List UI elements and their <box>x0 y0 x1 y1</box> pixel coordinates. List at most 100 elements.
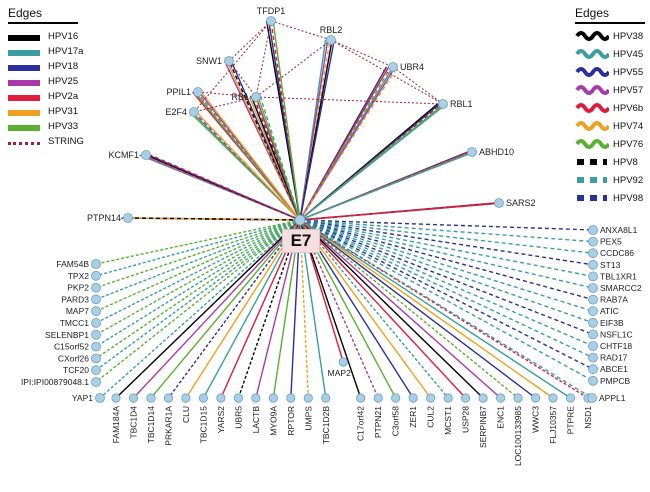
node-dot[interactable] <box>91 318 101 328</box>
node-dot[interactable] <box>189 107 199 117</box>
node-dot[interactable] <box>548 393 558 403</box>
node-dot[interactable] <box>111 393 121 403</box>
node-tpx2[interactable]: TPX2 <box>68 271 101 281</box>
node-abhd10[interactable]: ABHD10 <box>467 147 515 157</box>
node-dot[interactable] <box>321 393 331 403</box>
node-nsfl1c[interactable]: NSFL1C <box>588 329 633 340</box>
node-dot[interactable] <box>181 393 191 403</box>
node-dot[interactable] <box>588 259 598 270</box>
node-c17orf42[interactable]: C17orf42 <box>356 393 366 441</box>
node-dot[interactable] <box>224 56 234 66</box>
node-dot[interactable] <box>91 270 101 281</box>
node-tbc1d14[interactable]: TBC1D14 <box>146 393 156 444</box>
node-dot[interactable] <box>438 99 448 109</box>
node-dot[interactable] <box>95 393 105 403</box>
node-tbl1xr1[interactable]: TBL1XR1 <box>588 271 638 281</box>
node-dot[interactable] <box>588 329 598 340</box>
node-myo9a[interactable]: MYO9A <box>268 393 278 436</box>
node-dot[interactable] <box>251 92 261 102</box>
node-mcst1[interactable]: MCST1 <box>443 393 453 435</box>
hub-node-e7[interactable]: E7 <box>282 229 320 253</box>
node-dot[interactable] <box>588 294 598 305</box>
node-tbc1d4[interactable]: TBC1D4 <box>128 393 138 439</box>
node-selenbp1[interactable]: SELENBP1 <box>45 329 101 340</box>
node-fam54b[interactable]: FAM54B <box>56 259 101 269</box>
node-abce1[interactable]: ABCE1 <box>588 364 629 375</box>
node-dot[interactable] <box>373 393 383 403</box>
node-lactb[interactable]: LACTB <box>251 393 261 434</box>
node-dot[interactable] <box>565 393 576 403</box>
node-ptpre[interactable]: PTPRE <box>565 393 576 435</box>
node-dot[interactable] <box>91 329 101 340</box>
node-dot[interactable] <box>588 341 598 351</box>
node-flj10357[interactable]: FLJ10357 <box>548 393 558 444</box>
node-map2[interactable]: MAP2 <box>328 357 351 378</box>
node-dot[interactable] <box>588 248 598 259</box>
node-snw1[interactable]: SNW1 <box>196 56 234 66</box>
node-usp28[interactable]: USP28 <box>461 393 471 433</box>
node-dot[interactable] <box>123 213 133 223</box>
node-ubr5[interactable]: UBR5 <box>233 393 243 429</box>
node-appl1[interactable]: APPL1 <box>587 393 626 403</box>
node-tmcc1[interactable]: TMCC1 <box>60 318 101 328</box>
node-tcf20[interactable]: TCF20 <box>63 365 101 376</box>
node-tbc1d2b[interactable]: TBC1D2B <box>321 393 331 444</box>
node-dot[interactable] <box>356 393 366 403</box>
node-serpinb7[interactable]: SERPINB7 <box>478 393 488 448</box>
node-dot[interactable] <box>303 393 313 403</box>
node-dot[interactable] <box>391 393 401 403</box>
node-ubr4[interactable]: UBR4 <box>388 62 425 72</box>
node-dot[interactable] <box>91 341 101 352</box>
node-c3orf58[interactable]: C3orf58 <box>391 393 401 436</box>
node-dot[interactable] <box>233 393 243 403</box>
node-dot[interactable] <box>478 393 488 403</box>
node-dot[interactable] <box>216 393 226 403</box>
node-dot[interactable] <box>588 306 598 317</box>
node-yars2[interactable]: YARS2 <box>216 393 226 433</box>
node-wwc3[interactable]: WWC3 <box>530 393 541 433</box>
node-ipi-ipi00879048-1[interactable]: IPI:IPI00879048.1 <box>21 377 101 387</box>
node-dot[interactable] <box>588 317 598 328</box>
node-pex5[interactable]: PEX5 <box>588 237 623 247</box>
node-dot[interactable] <box>91 365 101 376</box>
node-atic[interactable]: ATIC <box>588 306 619 317</box>
node-c15orf52[interactable]: C15orf52 <box>54 341 101 352</box>
node-dot[interactable] <box>443 393 453 403</box>
node-dot[interactable] <box>268 393 278 403</box>
node-ptpn21[interactable]: PTPN21 <box>373 393 383 438</box>
node-dot[interactable] <box>467 147 477 157</box>
hub-dot[interactable] <box>294 214 306 226</box>
node-enc1[interactable]: ENC1 <box>495 393 506 429</box>
node-dot[interactable] <box>388 62 398 72</box>
node-pkp2[interactable]: PKP2 <box>67 282 101 293</box>
node-dot[interactable] <box>91 353 101 364</box>
node-dot[interactable] <box>495 393 506 403</box>
node-dot[interactable] <box>588 352 598 363</box>
node-chtf18[interactable]: CHTF18 <box>588 341 633 351</box>
node-dot[interactable] <box>426 393 436 403</box>
node-kcmf1[interactable]: KCMF1 <box>108 150 151 160</box>
node-fam184a[interactable]: FAM184A <box>111 393 121 444</box>
node-prkar1a[interactable]: PRKAR1A <box>163 393 174 446</box>
node-map7[interactable]: MAP7 <box>66 306 101 316</box>
node-loc100133985[interactable]: LOC100133985 <box>513 393 523 466</box>
node-dot[interactable] <box>494 198 504 208</box>
node-rptor[interactable]: RPTOR <box>286 393 296 436</box>
node-dot[interactable] <box>461 393 471 403</box>
node-ptpn14[interactable]: PTPN14 <box>87 213 133 223</box>
node-dot[interactable] <box>251 393 261 403</box>
node-dot[interactable] <box>91 282 101 293</box>
node-rbl2[interactable]: RBL2 <box>320 25 343 45</box>
node-dot[interactable] <box>588 375 598 386</box>
node-dot[interactable] <box>91 306 101 317</box>
node-dot[interactable] <box>588 364 598 375</box>
node-e2f4[interactable]: E2F4 <box>165 107 199 117</box>
node-dot[interactable] <box>530 393 541 403</box>
node-dot[interactable] <box>163 393 174 403</box>
node-dot[interactable] <box>146 393 156 403</box>
node-dot[interactable] <box>91 294 101 305</box>
node-zer1[interactable]: ZER1 <box>408 393 418 428</box>
node-dot[interactable] <box>587 393 597 403</box>
node-dot[interactable] <box>286 393 296 403</box>
node-yap1[interactable]: YAP1 <box>72 393 105 403</box>
